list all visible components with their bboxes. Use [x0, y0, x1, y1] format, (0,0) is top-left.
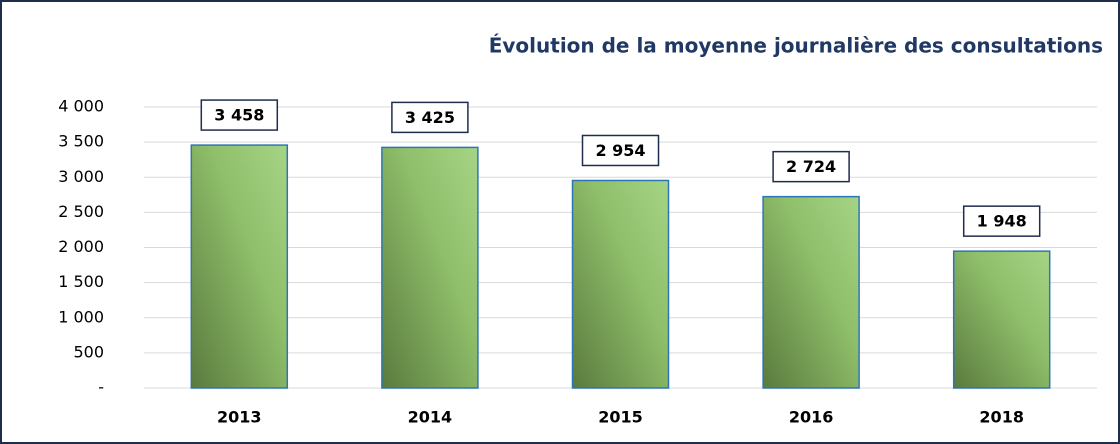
chart-title: Évolution de la moyenne journalière des …	[489, 34, 1103, 58]
x-tick-label: 2016	[789, 408, 834, 427]
x-tick-label: 2014	[408, 408, 453, 427]
bar	[952, 250, 1051, 389]
bar	[571, 179, 670, 389]
value-label-box	[391, 101, 469, 134]
y-tick-label: 2 000	[58, 237, 104, 256]
x-tick-label: 2018	[979, 408, 1024, 427]
y-tick-label: 2 500	[58, 202, 104, 221]
value-label-box	[962, 205, 1041, 237]
bar	[190, 144, 289, 389]
value-label: 1 948	[977, 212, 1027, 231]
value-label: 3 425	[405, 108, 455, 127]
bar	[381, 146, 479, 389]
value-label: 2 724	[786, 157, 836, 176]
y-tick-label: -	[98, 378, 104, 397]
value-label-box	[200, 99, 279, 131]
value-label: 3 458	[214, 106, 264, 125]
x-tick-label: 2015	[598, 408, 643, 427]
y-tick-label: 1 000	[58, 307, 104, 326]
y-tick-label: 500	[73, 342, 104, 361]
y-tick-label: 3 500	[58, 132, 104, 151]
value-label-box	[772, 150, 850, 183]
x-tick-label: 2013	[217, 408, 262, 427]
value-label-box	[581, 134, 660, 167]
y-tick-label: 4 000	[58, 97, 104, 116]
bar	[762, 195, 860, 389]
y-tick-label: 3 000	[58, 167, 104, 186]
value-label: 2 954	[595, 141, 645, 160]
y-tick-label: 1 500	[58, 272, 104, 291]
